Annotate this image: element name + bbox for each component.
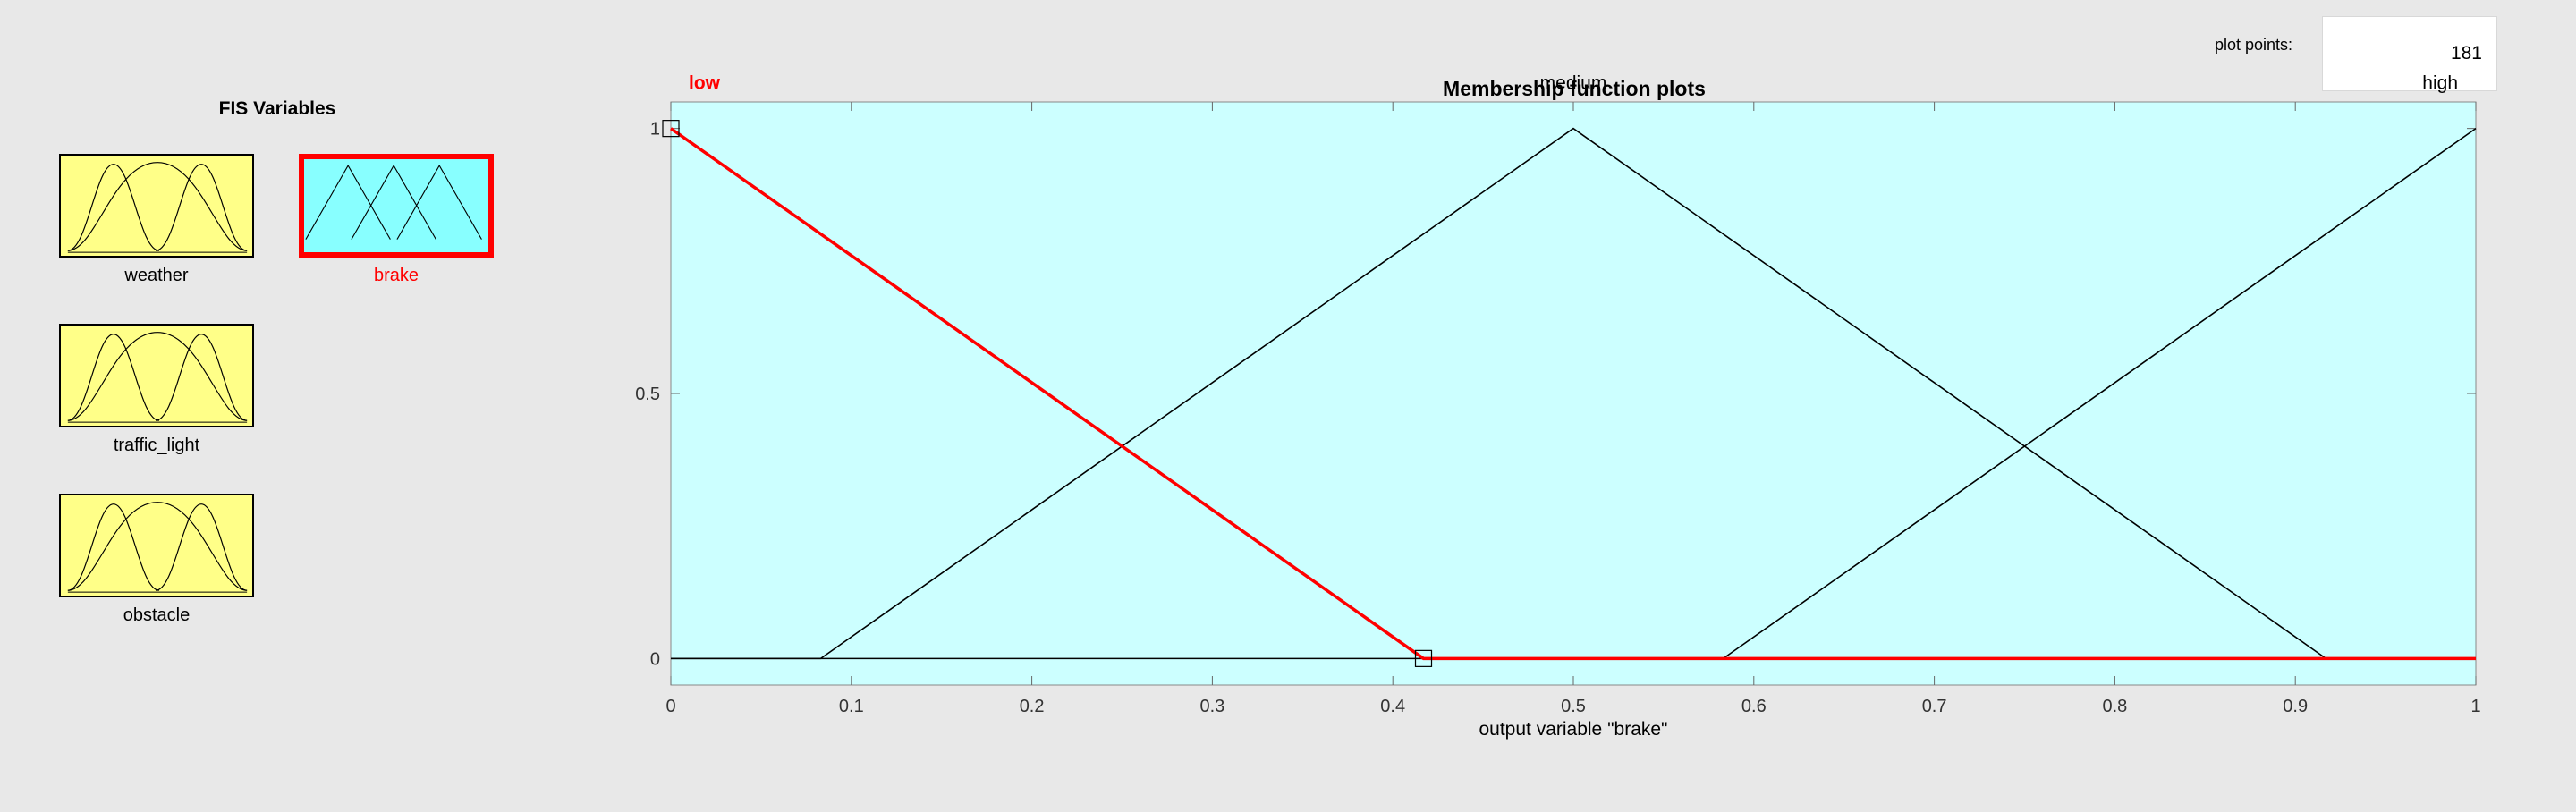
x-tick-label: 0.3 bbox=[1199, 697, 1224, 716]
chart-title: Membership function plots bbox=[1443, 77, 1706, 100]
variable-obstacle-box[interactable] bbox=[59, 494, 254, 597]
fis-variables-title: FIS Variables bbox=[218, 98, 336, 119]
x-tick-label: 0.8 bbox=[2102, 697, 2127, 716]
x-tick-label: 0.7 bbox=[1922, 697, 1947, 716]
gaussian-mf-icon bbox=[67, 332, 248, 423]
y-tick-label: 1 bbox=[650, 120, 660, 140]
x-tick-label: 0.6 bbox=[1741, 697, 1767, 716]
x-tick-label: 0.9 bbox=[2283, 697, 2308, 716]
variable-brake-label: brake bbox=[373, 266, 419, 285]
variable-weather-label: weather bbox=[124, 266, 189, 285]
triangular-mf-icon bbox=[305, 165, 484, 241]
x-tick-label: 0.4 bbox=[1380, 697, 1405, 716]
x-tick-label: 0.2 bbox=[1020, 697, 1045, 716]
plot-points-input[interactable]: 181 bbox=[2322, 16, 2497, 91]
x-tick-label: 0.1 bbox=[839, 697, 864, 716]
variable-obstacle-label: obstacle bbox=[123, 605, 191, 625]
variable-traffic-light-label: traffic_light bbox=[113, 436, 200, 455]
plot-area bbox=[670, 101, 2477, 686]
mf-label-low: low bbox=[689, 73, 721, 94]
x-tick-label: 0 bbox=[665, 697, 675, 716]
mf-vertex-handle bbox=[1414, 649, 1433, 667]
x-tick-label: 1 bbox=[2470, 697, 2480, 716]
mf-vertex-handle bbox=[662, 120, 680, 138]
mf-label-high: high bbox=[2422, 73, 2458, 94]
mf-label-medium: medium bbox=[1540, 73, 1607, 94]
mf-line-low bbox=[669, 127, 2476, 661]
x-tick-label: 0.5 bbox=[1561, 697, 1586, 716]
y-tick-label: 0.5 bbox=[635, 385, 660, 404]
variable-weather-box[interactable] bbox=[59, 154, 254, 258]
variable-brake-box[interactable] bbox=[299, 154, 494, 258]
gaussian-mf-icon bbox=[67, 502, 248, 593]
gaussian-mf-icon bbox=[67, 162, 248, 253]
y-tick-label: 0 bbox=[650, 649, 660, 669]
variable-traffic-light-box[interactable] bbox=[59, 324, 254, 427]
plot-points-label: plot points: bbox=[2215, 36, 2293, 54]
x-axis-label: output variable "brake" bbox=[1479, 719, 1667, 740]
